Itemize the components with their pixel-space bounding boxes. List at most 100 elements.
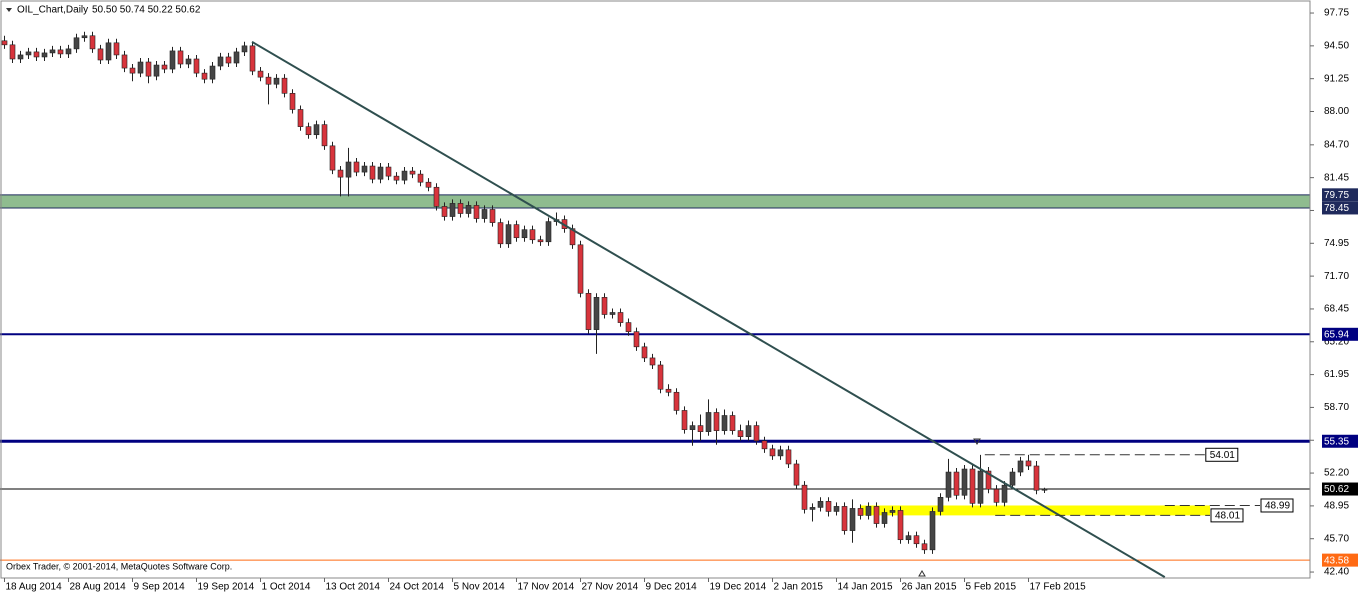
candle-body: [985, 470, 992, 490]
candle-body: [769, 448, 776, 457]
trendline: [251, 40, 1166, 578]
yellow-zone: [860, 505, 1210, 516]
candle-body: [745, 425, 752, 438]
candle-body: [529, 229, 536, 241]
price-box-label: 55.35: [1324, 436, 1349, 447]
x-tick-label: 9 Sep 2014: [134, 582, 186, 593]
x-tick-label: 5 Nov 2014: [454, 582, 506, 593]
candle-body: [265, 76, 272, 85]
candle-body: [9, 44, 16, 60]
candle-body: [369, 165, 376, 180]
candle-body: [825, 501, 832, 512]
candle-body: [473, 205, 480, 219]
candle-body: [385, 166, 392, 177]
candle-body: [41, 52, 48, 58]
candle-body: [585, 292, 592, 330]
candle-body: [17, 54, 24, 60]
y-tick-label: 48.95: [1324, 501, 1349, 512]
candle-body: [625, 322, 632, 332]
dashed-label-box: [1210, 508, 1244, 523]
price-box-label: 43.58: [1324, 555, 1349, 566]
menu-arrow[interactable]: [6, 8, 12, 12]
candle-body: [401, 170, 408, 181]
y-tick-label: 74.95: [1324, 238, 1349, 249]
candle-body: [1033, 465, 1040, 491]
candle-body: [961, 468, 968, 496]
candle-body: [945, 471, 952, 498]
candle-body: [1009, 471, 1016, 486]
candle-body: [905, 535, 912, 541]
x-tick-label: 28 Aug 2014: [70, 582, 127, 593]
plot-area: [0, 31, 1310, 578]
price-box: [1322, 327, 1358, 341]
candle-body: [513, 224, 520, 239]
candle-body: [1, 40, 8, 46]
candle-body: [289, 93, 296, 110]
candle-body: [617, 312, 624, 323]
y-tick-label: 58.70: [1324, 402, 1349, 413]
price-box: [1322, 553, 1358, 567]
candle-body: [665, 388, 672, 393]
candle-body: [153, 64, 160, 77]
x-tick-label: 24 Oct 2014: [390, 582, 445, 593]
x-tick-label: 17 Feb 2015: [1030, 582, 1087, 593]
price-box: [1322, 188, 1358, 202]
candle-body: [257, 70, 264, 78]
candle-body: [89, 35, 96, 50]
candle-body: [337, 169, 344, 178]
candle-body: [209, 65, 216, 80]
y-tick-label: 45.70: [1324, 533, 1349, 544]
x-tick-label: 5 Feb 2015: [966, 582, 1017, 593]
candle-body: [761, 440, 768, 450]
x-tick-label: 19 Sep 2014: [198, 582, 255, 593]
candle-body: [977, 470, 984, 504]
candle-body: [809, 507, 816, 510]
candle-body: [49, 49, 56, 54]
candle-body: [641, 346, 648, 359]
candle-body: [633, 331, 640, 348]
price-box-label: 79.75: [1324, 190, 1349, 201]
candle-body: [105, 42, 112, 61]
candle-body: [801, 484, 808, 510]
price-box-label: 78.45: [1324, 203, 1349, 214]
candle-body: [449, 203, 456, 217]
candle-body: [201, 72, 208, 80]
resistance-zone: [0, 194, 1310, 208]
candle-body: [361, 165, 368, 173]
candle-body: [97, 48, 104, 61]
x-tick-label: 9 Dec 2014: [646, 582, 698, 593]
candle-body: [577, 244, 584, 294]
candle-body: [57, 49, 64, 55]
candle-body: [81, 35, 88, 39]
candle-body: [937, 497, 944, 512]
candle-body: [969, 468, 976, 504]
x-tick-label: 27 Nov 2014: [582, 582, 639, 593]
candle-body: [593, 297, 600, 330]
candle-body: [609, 312, 616, 315]
candle-body: [673, 391, 680, 411]
candle-body: [505, 224, 512, 245]
candle-body: [273, 77, 280, 85]
x-tick-label: 13 Oct 2014: [326, 582, 381, 593]
y-tick-label: 68.45: [1324, 304, 1349, 315]
candle-body: [345, 161, 352, 178]
candle-body: [737, 430, 744, 438]
candle-body: [913, 535, 920, 545]
dashed-label: 54.01: [1210, 450, 1235, 461]
candle-body: [817, 501, 824, 508]
candle-body: [281, 77, 288, 94]
candle-body: [833, 506, 840, 512]
y-tick-label: 84.70: [1324, 139, 1349, 150]
price-box: [1322, 201, 1358, 215]
candle-body: [921, 543, 928, 551]
candle-body: [681, 410, 688, 430]
candle-body: [457, 203, 464, 214]
candle-body: [313, 124, 320, 136]
candle-body: [193, 58, 200, 74]
candle-body: [25, 51, 32, 56]
ohlc-header: 50.50 50.74 50.22 50.62: [92, 5, 201, 16]
candle-body: [121, 54, 128, 69]
candle-body: [177, 50, 184, 65]
